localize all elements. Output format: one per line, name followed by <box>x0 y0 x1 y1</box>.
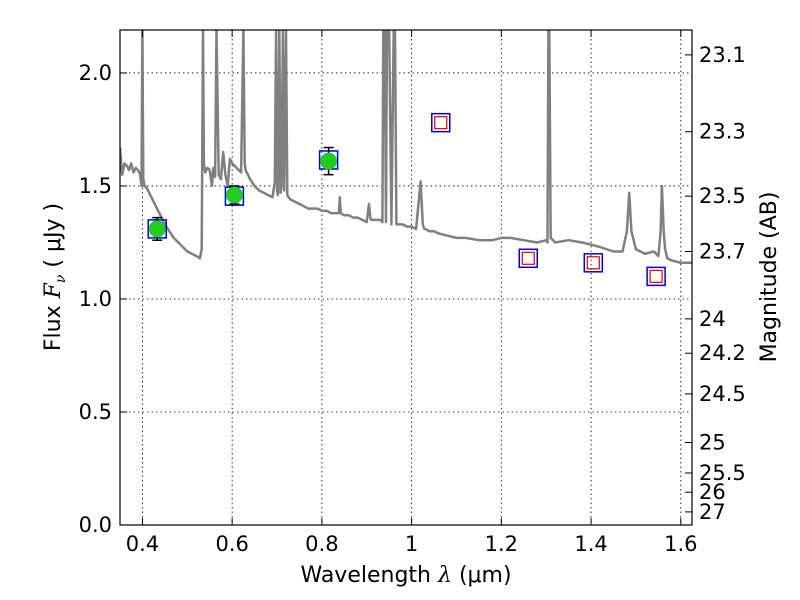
y2-tick-label: 25.5 <box>699 461 746 485</box>
model-band-inner-square <box>649 269 663 283</box>
x-axis-title: Wavelength λ (μm) <box>300 563 511 588</box>
x-tick-label: 1 <box>405 532 418 556</box>
observed-point <box>320 152 338 170</box>
model-band-inner-square <box>521 251 535 265</box>
model-band-inner-square <box>586 256 600 270</box>
y2-axis-title: Magnitude (AB) <box>757 192 782 363</box>
model-spectrum-line <box>120 30 692 265</box>
model-band-square <box>583 253 604 273</box>
y-tick-label: 2.0 <box>79 61 112 85</box>
y-tick-label: 1.5 <box>79 174 112 198</box>
y2-tick-label: 24.2 <box>699 341 746 365</box>
y2-tick-label: 23.7 <box>699 240 746 264</box>
x-tick-label: 1.2 <box>485 532 518 556</box>
tick-layer: 0.4 0.6 0.8 1 1.2 1.4 1.6 0.0 0.5 1.0 1.5 2.0 23.1 23… <box>79 30 746 556</box>
y2-tick-label: 27 <box>699 500 726 524</box>
y2-tick-label: 23.3 <box>699 120 746 144</box>
model-band-square <box>646 266 666 287</box>
y-axis-title: Flux Fν ( μJy ) <box>41 203 69 351</box>
model-band-square <box>431 112 451 133</box>
model-band-inner-square <box>434 116 448 130</box>
y2-tick-label: 24.5 <box>699 382 746 406</box>
x-tick-label: 0.6 <box>215 532 248 556</box>
y-tick-label: 0.0 <box>79 513 112 537</box>
y2-tick-label: 26 <box>699 480 726 504</box>
model-band-square <box>518 248 539 269</box>
y-tick-label: 1.0 <box>79 287 112 311</box>
observed-point <box>225 186 243 204</box>
x-tick-label: 0.4 <box>126 532 159 556</box>
y2-tick-label: 25 <box>699 431 726 455</box>
y2-tick-label: 23.1 <box>699 43 746 67</box>
x-tick-label: 1.6 <box>664 532 697 556</box>
x-tick-label: 0.8 <box>305 532 338 556</box>
plot-frame <box>119 29 693 526</box>
y-tick-label: 0.5 <box>79 400 112 424</box>
y2-tick-label: 23.5 <box>699 184 746 208</box>
plot-layer <box>120 30 692 287</box>
y2-tick-label: 24 <box>699 307 726 331</box>
observed-point <box>148 220 166 238</box>
grid-layer <box>120 30 692 526</box>
x-tick-label: 1.4 <box>574 532 607 556</box>
